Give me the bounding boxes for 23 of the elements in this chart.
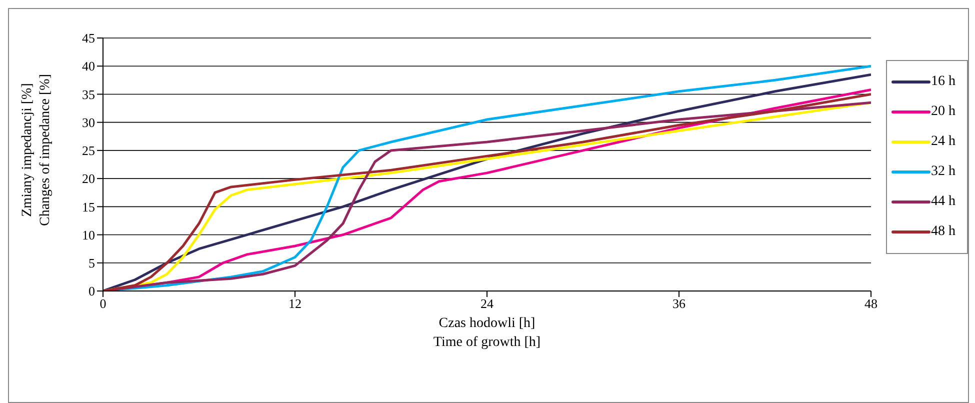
y-tick-label: 40: [82, 58, 95, 74]
x-tick-label: 24: [480, 296, 494, 312]
legend-label: 44 h: [931, 194, 956, 210]
x-tick-label: 48: [864, 296, 878, 312]
x-tick-label: 12: [288, 296, 302, 312]
y-tick-label: 30: [82, 114, 95, 130]
x-axis-title: Czas hodowli [h] Time of growth [h]: [432, 315, 542, 352]
x-tick-label: 36: [672, 296, 686, 312]
legend-label: 24 h: [931, 134, 956, 150]
y-tick-label: 0: [88, 284, 95, 299]
legend-label: 16 h: [931, 74, 956, 90]
y-tick-label: 10: [82, 227, 95, 242]
x-tick-label: 0: [100, 296, 106, 312]
y-tick-label: 45: [82, 30, 95, 46]
y-tick-label: 25: [82, 143, 95, 158]
legend-label: 32 h: [931, 164, 956, 180]
legend-label: 48 h: [931, 224, 956, 240]
legend-label: 20 h: [931, 104, 956, 120]
y-tick-label: 35: [82, 86, 95, 102]
y-tick-label: 15: [82, 199, 95, 214]
y-tick-label: 5: [88, 256, 95, 271]
y-tick-label: 20: [82, 171, 95, 186]
y-axis-title: Zmiany impedancji [%] Changes of impedance [%]: [19, 74, 54, 226]
